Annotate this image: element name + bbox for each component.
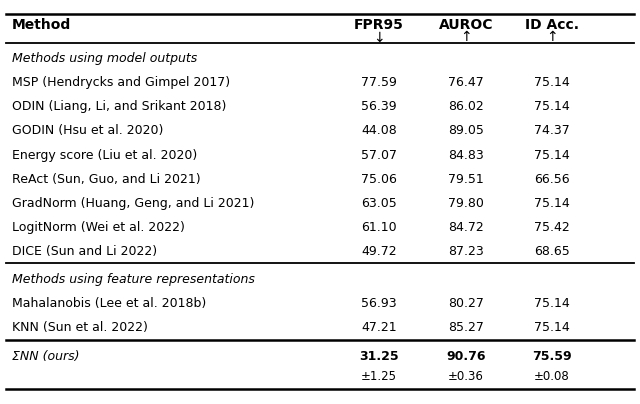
Text: 75.14: 75.14 (534, 149, 570, 162)
Text: 63.05: 63.05 (361, 197, 397, 210)
Text: AUROC: AUROC (438, 18, 493, 32)
Text: ↓: ↓ (373, 30, 385, 44)
Text: 77.59: 77.59 (361, 76, 397, 89)
Text: 56.93: 56.93 (361, 297, 397, 310)
Text: ±0.08: ±0.08 (534, 370, 570, 383)
Text: Methods using model outputs: Methods using model outputs (12, 53, 196, 65)
Text: 66.56: 66.56 (534, 173, 570, 185)
Text: 44.08: 44.08 (361, 124, 397, 137)
Text: 68.65: 68.65 (534, 245, 570, 258)
Text: 86.02: 86.02 (448, 101, 484, 114)
Text: ↑: ↑ (546, 30, 557, 44)
Text: 56.39: 56.39 (361, 101, 397, 114)
Text: 75.14: 75.14 (534, 297, 570, 310)
Text: 79.51: 79.51 (448, 173, 484, 185)
Text: MSP (Hendrycks and Gimpel 2017): MSP (Hendrycks and Gimpel 2017) (12, 76, 230, 89)
Text: 89.05: 89.05 (448, 124, 484, 137)
Text: ΣNN (ours): ΣNN (ours) (12, 350, 79, 364)
Text: GradNorm (Huang, Geng, and Li 2021): GradNorm (Huang, Geng, and Li 2021) (12, 197, 254, 210)
Text: ±1.25: ±1.25 (361, 370, 397, 383)
Text: FPR95: FPR95 (354, 18, 404, 32)
Text: KNN (Sun et al. 2022): KNN (Sun et al. 2022) (12, 321, 147, 334)
Text: 49.72: 49.72 (361, 245, 397, 258)
Text: 31.25: 31.25 (359, 350, 399, 364)
Text: 47.21: 47.21 (361, 321, 397, 334)
Text: ODIN (Liang, Li, and Srikant 2018): ODIN (Liang, Li, and Srikant 2018) (12, 101, 226, 114)
Text: Mahalanobis (Lee et al. 2018b): Mahalanobis (Lee et al. 2018b) (12, 297, 206, 310)
Text: 79.80: 79.80 (448, 197, 484, 210)
Text: 75.14: 75.14 (534, 197, 570, 210)
Text: 75.14: 75.14 (534, 101, 570, 114)
Text: 75.59: 75.59 (532, 350, 572, 364)
Text: ReAct (Sun, Guo, and Li 2021): ReAct (Sun, Guo, and Li 2021) (12, 173, 200, 185)
Text: 75.14: 75.14 (534, 76, 570, 89)
Text: GODIN (Hsu et al. 2020): GODIN (Hsu et al. 2020) (12, 124, 163, 137)
Text: 75.14: 75.14 (534, 321, 570, 334)
Text: 80.27: 80.27 (448, 297, 484, 310)
Text: Energy score (Liu et al. 2020): Energy score (Liu et al. 2020) (12, 149, 196, 162)
Text: 90.76: 90.76 (446, 350, 486, 364)
Text: 76.47: 76.47 (448, 76, 484, 89)
Text: 75.06: 75.06 (361, 173, 397, 185)
Text: 84.83: 84.83 (448, 149, 484, 162)
Text: Methods using feature representations: Methods using feature representations (12, 273, 254, 286)
Text: ID Acc.: ID Acc. (525, 18, 579, 32)
Text: 61.10: 61.10 (361, 221, 397, 234)
Text: DICE (Sun and Li 2022): DICE (Sun and Li 2022) (12, 245, 157, 258)
Text: Method: Method (12, 18, 71, 32)
Text: LogitNorm (Wei et al. 2022): LogitNorm (Wei et al. 2022) (12, 221, 184, 234)
Text: ↑: ↑ (460, 30, 472, 44)
Text: 74.37: 74.37 (534, 124, 570, 137)
Text: 85.27: 85.27 (448, 321, 484, 334)
Text: 75.42: 75.42 (534, 221, 570, 234)
Text: 87.23: 87.23 (448, 245, 484, 258)
Text: 84.72: 84.72 (448, 221, 484, 234)
Text: 57.07: 57.07 (361, 149, 397, 162)
Text: ±0.36: ±0.36 (448, 370, 484, 383)
